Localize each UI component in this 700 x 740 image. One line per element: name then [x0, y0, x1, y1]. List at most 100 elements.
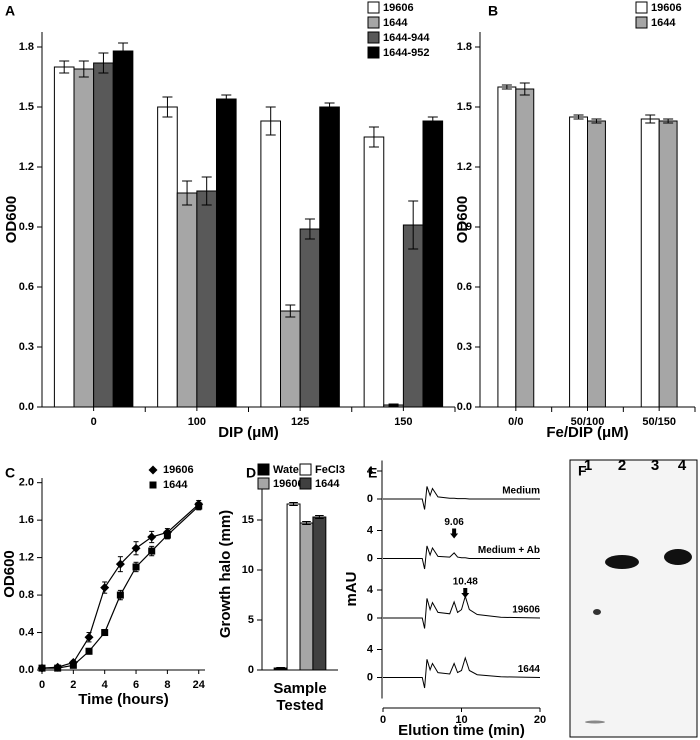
marker [132, 563, 140, 571]
bar [157, 106, 178, 408]
trace [383, 545, 540, 570]
y-tick-label: 4 [367, 643, 374, 655]
legend-swatch [257, 477, 270, 490]
x-tick-label: 0 [39, 679, 45, 691]
trace-label: Medium [502, 486, 540, 497]
marker [101, 629, 109, 637]
x-tick-label: 125 [291, 416, 309, 428]
legend-label: 1644 [315, 478, 340, 490]
marker [100, 583, 110, 593]
y-axis-title: OD600 [454, 196, 471, 244]
bar [286, 503, 301, 671]
x-axis-title: Time (hours) [78, 691, 169, 708]
panel-letter: D [246, 465, 256, 481]
marker [38, 664, 46, 672]
y-axis-title: mAU [343, 571, 360, 606]
y-tick-label: 0 [367, 552, 373, 564]
bar [515, 88, 535, 408]
marker [84, 632, 94, 642]
bar [363, 136, 385, 408]
trace [383, 486, 540, 510]
legend-swatch [367, 46, 380, 59]
y-tick-label: 0.6 [457, 281, 472, 293]
lane-label: 1 [584, 457, 592, 474]
x-axis-title: Fe/DIP (μM) [546, 424, 628, 441]
y-tick-label: 1.5 [19, 101, 34, 113]
panel-letter: F [578, 463, 587, 479]
marker [115, 559, 125, 569]
bar [176, 192, 198, 408]
legend-swatch [367, 16, 380, 29]
lane-label: 2 [618, 457, 626, 474]
bar [112, 50, 134, 408]
y-tick-label: 4 [367, 584, 374, 596]
bar [260, 120, 282, 408]
marker [116, 591, 124, 599]
legend-swatch [367, 31, 380, 44]
bar [497, 86, 517, 408]
bar [402, 224, 424, 408]
bar [312, 516, 327, 671]
y-tick-label: 0.4 [19, 626, 35, 638]
legend-swatch [257, 463, 270, 476]
y-tick-label: 0.0 [19, 401, 34, 413]
y-axis-title: OD600 [1, 550, 18, 598]
gel-band [605, 555, 639, 569]
marker [163, 531, 171, 539]
marker [69, 661, 77, 669]
y-tick-label: 1.8 [19, 41, 34, 53]
bar [280, 310, 301, 408]
y-tick-label: 10 [242, 564, 254, 576]
y-tick-label: 1.6 [19, 514, 34, 526]
bar [640, 118, 660, 408]
x-tick-label: 50/150 [642, 416, 676, 428]
bar [299, 228, 321, 408]
trace-label: 19606 [512, 605, 540, 616]
legend-label: 1644 [651, 17, 676, 29]
legend-label: 1644 [163, 479, 188, 491]
x-axis-title: Sample Tested [273, 680, 327, 714]
bar [196, 190, 217, 408]
bar [215, 98, 237, 408]
y-tick-label: 0 [248, 664, 254, 676]
y-tick-label: 1.2 [19, 161, 34, 173]
bar [569, 116, 588, 408]
legend-swatch [635, 1, 648, 14]
y-tick-label: 0.9 [19, 221, 34, 233]
bar [658, 120, 678, 408]
gel-band [664, 549, 692, 565]
trace-label: 1644 [518, 664, 541, 675]
bar [319, 106, 340, 408]
panel-letter: E [368, 465, 377, 481]
bar [587, 120, 606, 408]
gel-smear [585, 720, 605, 724]
annotation: 10.48 [453, 577, 478, 588]
trace-label: Medium + Ab [478, 545, 540, 556]
y-tick-label: 1.5 [457, 101, 472, 113]
annotation-arrow [461, 588, 470, 598]
legend-swatch [635, 16, 648, 29]
y-tick-label: 0.6 [19, 281, 34, 293]
marker [147, 532, 157, 542]
trace [383, 594, 541, 629]
y-axis-title: OD600 [3, 196, 20, 244]
line [41, 503, 200, 669]
y-tick-label: 0.3 [19, 341, 34, 353]
y-tick-label: 15 [242, 514, 254, 526]
bar [299, 522, 314, 671]
annotation: 9.06 [444, 517, 464, 528]
y-tick-label: 0.3 [457, 341, 472, 353]
x-tick-label: 0/0 [508, 416, 523, 428]
y-tick-label: 4 [367, 524, 374, 536]
x-axis-title: DIP (μM) [218, 424, 279, 441]
trace [383, 656, 541, 689]
legend-swatch [299, 477, 312, 490]
marker [195, 502, 203, 510]
y-tick-label: 1.2 [457, 161, 472, 173]
y-tick-label: 5 [248, 614, 254, 626]
marker [148, 465, 158, 475]
x-tick-label: 20 [534, 714, 546, 726]
y-tick-label: 0.0 [457, 401, 472, 413]
x-tick-label: 150 [394, 416, 412, 428]
gel-frame [569, 459, 698, 738]
